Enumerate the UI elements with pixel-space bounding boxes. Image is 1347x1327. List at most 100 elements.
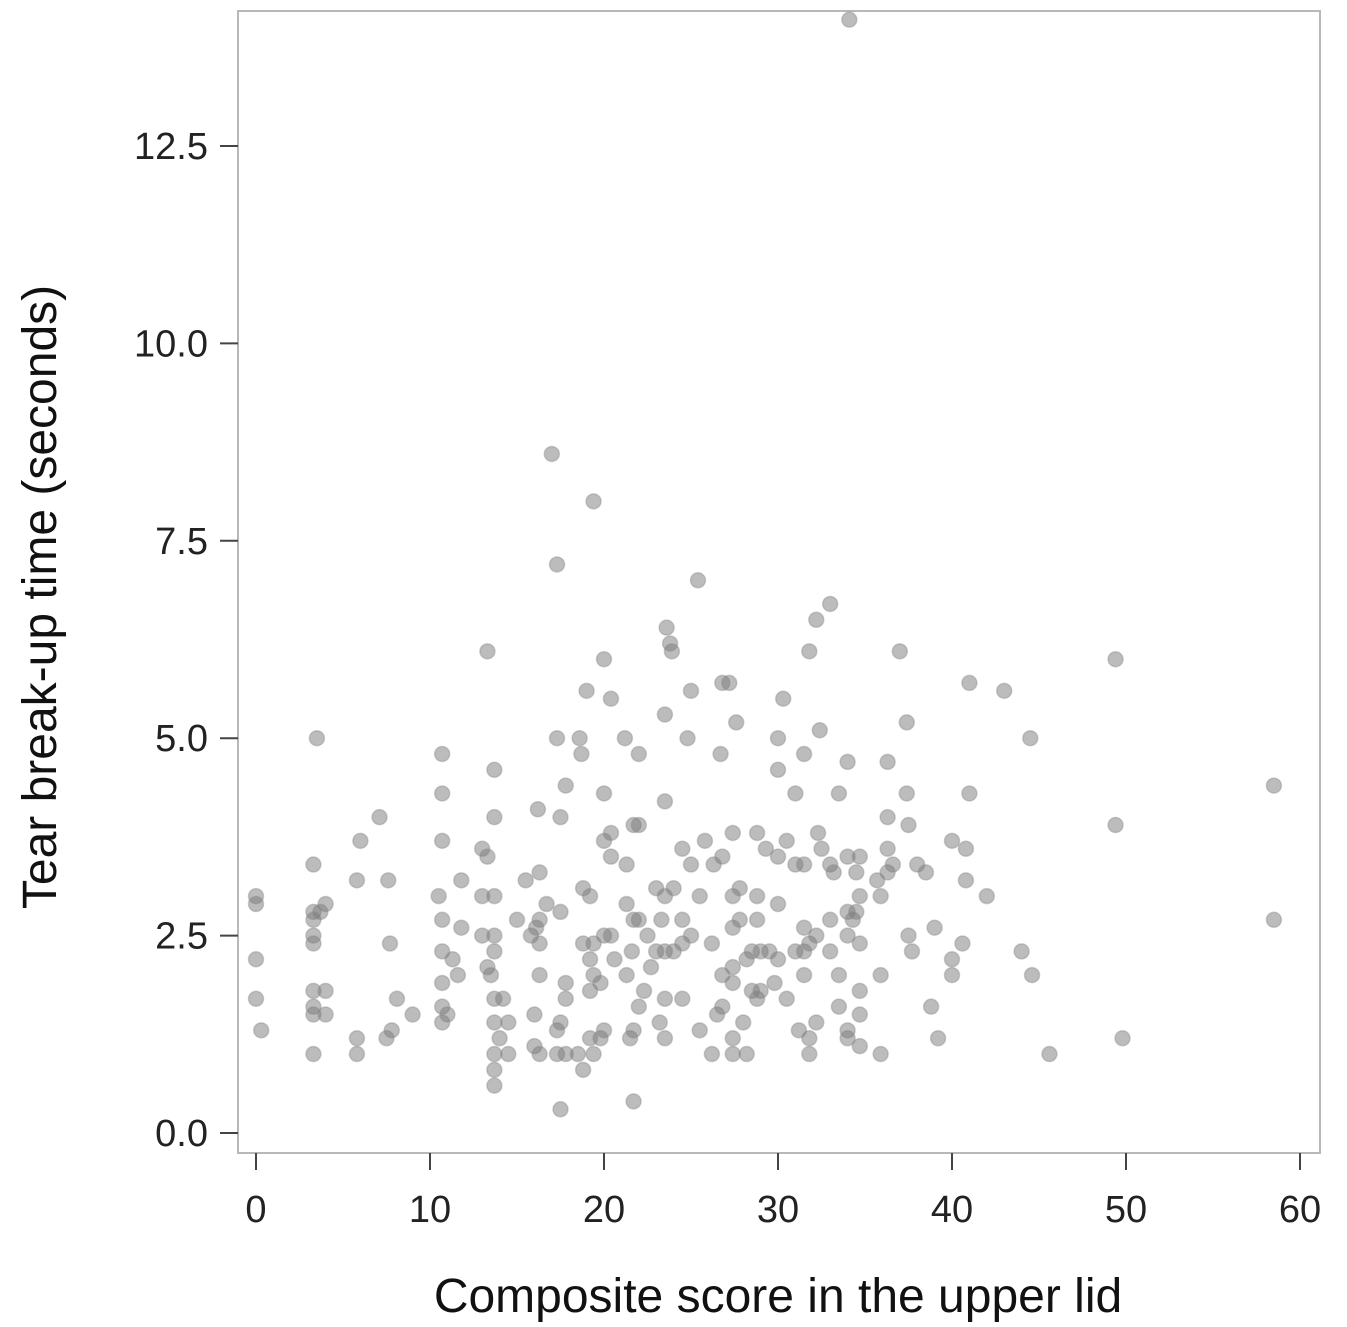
data-point bbox=[943, 832, 961, 850]
data-point bbox=[691, 887, 708, 905]
data-point bbox=[851, 982, 869, 1000]
data-point bbox=[486, 943, 503, 960]
data-point bbox=[581, 951, 599, 968]
data-point bbox=[682, 856, 700, 873]
data-point bbox=[595, 785, 613, 802]
y-tick-label: 10.0 bbox=[134, 323, 208, 365]
data-point bbox=[635, 982, 653, 1000]
data-point bbox=[623, 943, 641, 960]
data-point bbox=[714, 998, 731, 1015]
data-point bbox=[665, 879, 682, 897]
data-point bbox=[557, 777, 574, 794]
data-point bbox=[348, 1045, 366, 1063]
data-point bbox=[995, 682, 1013, 700]
data-point bbox=[486, 1014, 503, 1031]
data-point bbox=[486, 1061, 503, 1079]
data-point bbox=[674, 911, 691, 929]
data-point bbox=[305, 1045, 322, 1063]
x-tick-label: 30 bbox=[757, 1189, 799, 1231]
data-point bbox=[630, 816, 648, 834]
y-axis-title: Tear break-up time (seconds) bbox=[14, 285, 67, 909]
data-point bbox=[1023, 966, 1041, 984]
data-point bbox=[486, 1077, 503, 1094]
x-axis-title: Composite score in the upper lid bbox=[434, 1270, 1122, 1323]
x-tick-label: 10 bbox=[409, 1189, 451, 1231]
data-point bbox=[430, 887, 447, 905]
data-point bbox=[703, 935, 721, 952]
data-point bbox=[486, 761, 503, 779]
data-point bbox=[724, 974, 742, 992]
data-point bbox=[769, 895, 787, 913]
data-point bbox=[917, 864, 935, 881]
data-point bbox=[943, 966, 961, 984]
data-point bbox=[1107, 650, 1124, 668]
data-point bbox=[769, 951, 787, 968]
data-point bbox=[778, 832, 795, 850]
data-point bbox=[630, 998, 648, 1015]
data-point bbox=[957, 872, 975, 889]
data-point bbox=[602, 690, 620, 707]
data-point bbox=[642, 958, 660, 976]
data-point bbox=[696, 832, 714, 850]
data-point bbox=[602, 824, 620, 842]
data-point bbox=[552, 808, 569, 826]
data-point bbox=[439, 1006, 456, 1023]
data-point bbox=[482, 966, 500, 984]
data-point bbox=[486, 927, 503, 944]
data-point bbox=[900, 927, 917, 944]
data-point bbox=[839, 753, 856, 771]
data-point bbox=[929, 1029, 947, 1047]
data-point bbox=[508, 911, 526, 929]
data-point bbox=[1041, 1045, 1058, 1063]
data-point bbox=[531, 966, 548, 984]
data-point bbox=[404, 1006, 421, 1023]
data-point bbox=[569, 1045, 587, 1063]
data-point bbox=[433, 745, 451, 763]
data-point bbox=[571, 729, 588, 747]
data-point bbox=[868, 872, 886, 889]
data-point bbox=[305, 856, 322, 873]
data-point bbox=[625, 1022, 642, 1039]
data-point bbox=[625, 1093, 642, 1110]
x-tick-label: 50 bbox=[1105, 1189, 1147, 1231]
data-point bbox=[891, 643, 909, 660]
data-point bbox=[898, 785, 916, 802]
data-point bbox=[656, 706, 674, 723]
data-point bbox=[592, 974, 609, 992]
data-point bbox=[247, 895, 265, 913]
data-point bbox=[724, 958, 742, 976]
data-point bbox=[809, 824, 827, 842]
data-point bbox=[491, 1029, 508, 1047]
data-point bbox=[247, 990, 265, 1008]
data-point bbox=[879, 753, 896, 771]
data-point bbox=[433, 974, 451, 992]
data-point bbox=[703, 1045, 721, 1063]
data-point bbox=[943, 951, 961, 968]
data-point bbox=[585, 935, 602, 952]
data-points bbox=[247, 11, 1283, 1118]
data-point bbox=[573, 745, 590, 763]
data-point bbox=[1013, 943, 1030, 960]
data-point bbox=[595, 1022, 613, 1039]
data-point bbox=[517, 872, 534, 889]
data-point bbox=[848, 903, 865, 921]
data-point bbox=[808, 611, 825, 629]
data-point bbox=[926, 919, 943, 936]
data-point bbox=[872, 1045, 889, 1063]
data-point bbox=[602, 927, 620, 944]
data-point bbox=[872, 887, 889, 905]
x-tick-label: 0 bbox=[245, 1189, 266, 1231]
data-point bbox=[978, 887, 996, 905]
data-point bbox=[656, 1029, 674, 1047]
data-point bbox=[581, 982, 599, 1000]
data-point bbox=[795, 745, 813, 763]
data-point bbox=[538, 895, 555, 913]
y-tick-label: 5.0 bbox=[155, 718, 208, 760]
data-point bbox=[453, 919, 470, 936]
data-point bbox=[529, 801, 547, 818]
data-point bbox=[381, 935, 399, 952]
x-tick-label: 60 bbox=[1279, 1189, 1321, 1231]
data-point bbox=[748, 887, 766, 905]
data-point bbox=[674, 840, 691, 857]
data-point bbox=[841, 11, 858, 28]
